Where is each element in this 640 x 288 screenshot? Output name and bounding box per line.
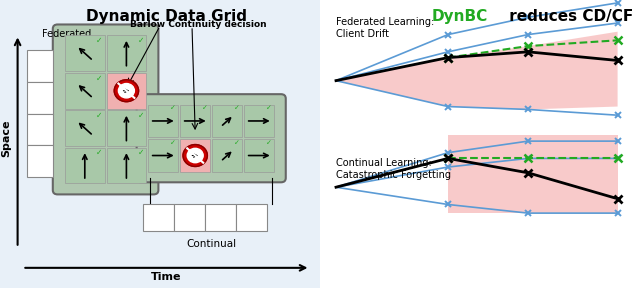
Text: ✓: ✓: [170, 105, 176, 111]
Polygon shape: [448, 135, 618, 213]
Circle shape: [115, 80, 139, 102]
FancyBboxPatch shape: [106, 148, 147, 183]
Text: Time: Time: [151, 272, 182, 282]
FancyBboxPatch shape: [148, 139, 178, 172]
Text: Dynamic Data Grid: Dynamic Data Grid: [86, 9, 247, 24]
FancyBboxPatch shape: [65, 148, 105, 183]
FancyBboxPatch shape: [148, 105, 178, 137]
Circle shape: [118, 84, 134, 98]
FancyBboxPatch shape: [244, 105, 275, 137]
FancyBboxPatch shape: [106, 110, 147, 146]
Text: Space: Space: [1, 120, 12, 157]
Text: ✓: ✓: [138, 36, 144, 45]
Text: Federated Learning:
Client Drift: Federated Learning: Client Drift: [336, 17, 435, 39]
FancyBboxPatch shape: [27, 114, 52, 145]
Text: ✓: ✓: [266, 105, 272, 111]
FancyBboxPatch shape: [212, 139, 243, 172]
FancyBboxPatch shape: [244, 139, 275, 172]
FancyBboxPatch shape: [143, 204, 174, 231]
FancyBboxPatch shape: [180, 139, 210, 172]
FancyBboxPatch shape: [65, 35, 105, 71]
Text: ✓: ✓: [96, 36, 102, 45]
Text: ✓: ✓: [138, 148, 144, 157]
Text: ✓: ✓: [234, 140, 240, 146]
FancyBboxPatch shape: [106, 73, 147, 109]
FancyBboxPatch shape: [174, 204, 205, 231]
FancyBboxPatch shape: [53, 24, 159, 194]
Text: ✓: ✓: [138, 111, 144, 120]
Text: Continual: Continual: [186, 239, 236, 249]
Text: ✓: ✓: [96, 73, 102, 82]
FancyBboxPatch shape: [65, 110, 105, 146]
FancyBboxPatch shape: [27, 50, 52, 82]
FancyBboxPatch shape: [27, 145, 52, 177]
FancyBboxPatch shape: [106, 35, 147, 71]
Text: ✓: ✓: [202, 105, 208, 111]
Text: Federated: Federated: [42, 29, 91, 39]
Text: Continual Learning:
Catastrophic Forgetting: Continual Learning: Catastrophic Forgett…: [336, 158, 451, 180]
FancyBboxPatch shape: [0, 0, 320, 288]
FancyBboxPatch shape: [137, 94, 285, 182]
Text: ✓: ✓: [96, 111, 102, 120]
Polygon shape: [336, 32, 618, 109]
FancyBboxPatch shape: [65, 73, 105, 109]
Text: ✓: ✓: [96, 148, 102, 157]
Text: Barlow Continuity decision: Barlow Continuity decision: [130, 20, 267, 29]
Text: ✓: ✓: [234, 105, 240, 111]
FancyBboxPatch shape: [212, 105, 243, 137]
FancyBboxPatch shape: [205, 204, 236, 231]
Circle shape: [183, 145, 207, 166]
Text: ✓: ✓: [170, 140, 176, 146]
FancyBboxPatch shape: [180, 105, 210, 137]
Circle shape: [188, 148, 204, 163]
FancyBboxPatch shape: [27, 82, 52, 114]
Text: ✓: ✓: [266, 140, 272, 146]
FancyBboxPatch shape: [236, 204, 267, 231]
Text: DynBC: DynBC: [432, 9, 488, 24]
Text: reduces CD/CF: reduces CD/CF: [504, 9, 633, 24]
